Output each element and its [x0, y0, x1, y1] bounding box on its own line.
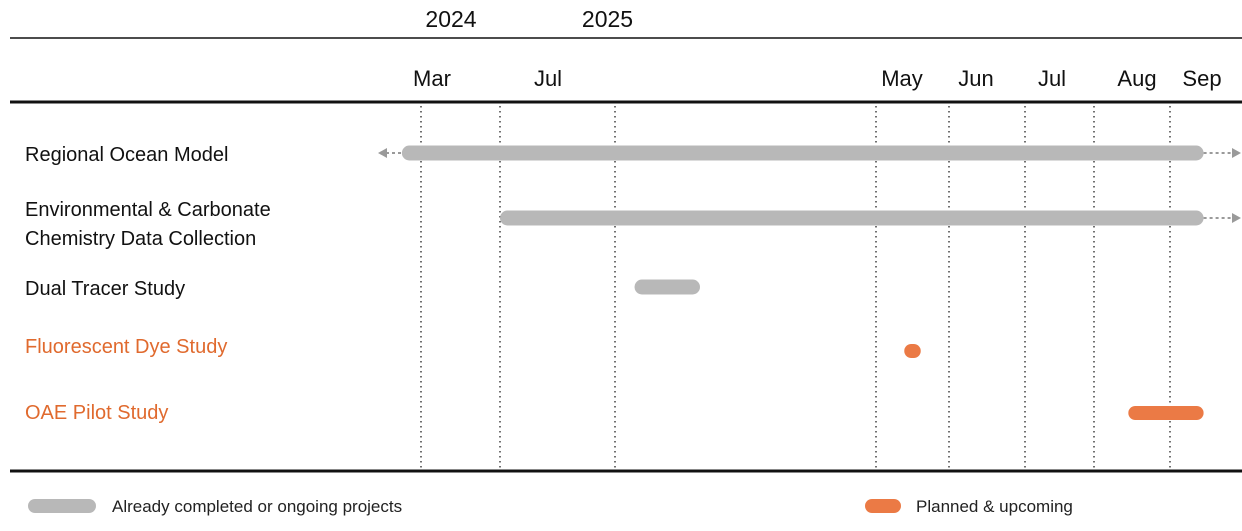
month-label-aug-6: Aug [1117, 66, 1156, 91]
task-bar-group-dual-tracer-study [634, 279, 700, 295]
legend-swatch-completed [28, 499, 96, 513]
month-label-jul-5: Jul [1038, 66, 1066, 91]
row-label-fluorescent-dye-study: Fluorescent Dye Study [25, 336, 227, 358]
month-labels: Mar Jul May Jun Jul Aug Sep [413, 66, 1222, 91]
month-label-jul-1: Jul [534, 66, 562, 91]
month-label-sep-7: Sep [1182, 66, 1221, 91]
month-label-may-3: May [881, 66, 923, 91]
year-label-2024: 2024 [425, 6, 476, 32]
month-label-jun-4: Jun [958, 66, 993, 91]
task-bars [378, 145, 1241, 420]
task-bar-group-fluorescent-dye-study [904, 344, 921, 358]
task-bar-dual-tracer-study [634, 279, 700, 295]
task-bar-oae-pilot-study [1128, 406, 1204, 420]
arrow-right-icon [1232, 213, 1241, 223]
year-labels: 2024 2025 [425, 6, 633, 32]
row-label-environmental-carbonate: Environmental & Carbonate Chemistry Data … [25, 199, 271, 250]
task-bar-group-oae-pilot-study [1128, 406, 1204, 420]
row-labels: Regional Ocean Model Environmental & Carb… [25, 144, 271, 424]
task-bar-fluorescent-dye-study [904, 344, 921, 358]
row-label-regional-ocean-model: Regional Ocean Model [25, 144, 228, 166]
task-bar-environmental-carbonate [500, 210, 1204, 226]
legend-label-planned: Planned & upcoming [916, 497, 1073, 516]
legend: Already completed or ongoing projects Pla… [28, 497, 1073, 516]
year-label-2025: 2025 [582, 6, 633, 32]
row-label-oae-pilot-study: OAE Pilot Study [25, 402, 168, 424]
month-label-mar-0: Mar [413, 66, 451, 91]
row-label-dual-tracer-study: Dual Tracer Study [25, 278, 185, 300]
gridlines [420, 106, 1171, 468]
arrow-right-icon [1232, 148, 1241, 158]
task-bar-group-regional-ocean-model [378, 145, 1241, 161]
legend-label-completed: Already completed or ongoing projects [112, 497, 402, 516]
legend-swatch-planned [865, 499, 901, 513]
arrow-left-icon [378, 148, 387, 158]
task-bar-group-environmental-carbonate [500, 210, 1241, 226]
task-bar-regional-ocean-model [401, 145, 1204, 161]
